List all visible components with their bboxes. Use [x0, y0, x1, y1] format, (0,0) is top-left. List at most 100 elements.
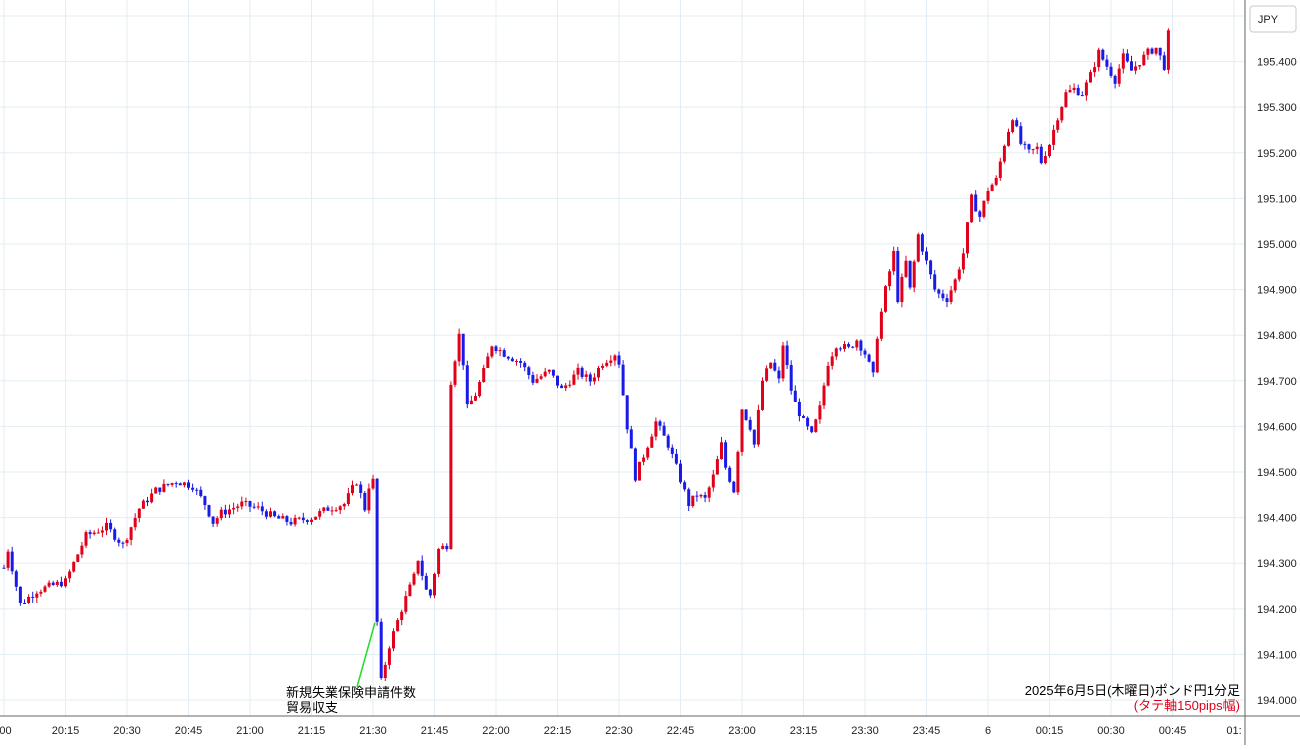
- candle: [769, 362, 773, 370]
- candle: [203, 495, 207, 510]
- candle-body: [564, 385, 568, 389]
- candle: [588, 372, 592, 386]
- annotation-text: 貿易収支: [286, 700, 338, 715]
- x-tick-label: 21:00: [236, 725, 264, 737]
- candle: [1142, 51, 1146, 67]
- candle: [510, 356, 514, 362]
- currency-badge: [1249, 5, 1297, 33]
- y-tick-label: 194.300: [1257, 558, 1297, 570]
- candle: [1150, 47, 1154, 55]
- candle: [453, 359, 457, 388]
- candle: [346, 487, 350, 507]
- candle-body: [203, 496, 207, 506]
- x-tick-label: 20:45: [175, 725, 203, 737]
- candle: [150, 488, 154, 504]
- candle-body: [711, 474, 715, 488]
- candle: [654, 417, 658, 441]
- candle-body: [68, 571, 72, 579]
- candle: [223, 504, 227, 518]
- candle-body: [1043, 156, 1047, 164]
- y-tick-label: 194.900: [1257, 285, 1297, 297]
- candle-body: [1121, 53, 1125, 69]
- x-tick-label: 22:00: [482, 725, 510, 737]
- candle: [1158, 47, 1162, 61]
- x-tick-label: 00:45: [1159, 725, 1187, 737]
- candle: [129, 526, 133, 546]
- candle: [679, 459, 682, 484]
- candle-body: [765, 368, 769, 381]
- candle-body: [408, 584, 412, 597]
- candle: [859, 339, 863, 356]
- candle: [838, 346, 842, 352]
- candle-body: [633, 448, 637, 481]
- candle: [609, 355, 613, 367]
- candle-body: [699, 494, 703, 497]
- candle: [113, 527, 117, 542]
- candle-body: [945, 298, 949, 303]
- candle-body: [920, 234, 924, 252]
- candle-body: [715, 459, 719, 475]
- candle: [592, 373, 596, 385]
- candle-body: [1056, 120, 1060, 130]
- candle-body: [330, 510, 334, 512]
- candle-body: [182, 482, 186, 486]
- candle: [6, 549, 10, 571]
- candle: [597, 366, 600, 381]
- candle-body: [109, 522, 113, 530]
- candle-body: [293, 517, 297, 525]
- candle-body: [474, 396, 477, 401]
- candle-body: [232, 507, 236, 510]
- candles: [2, 28, 1170, 682]
- candle-body: [1052, 129, 1056, 145]
- candle: [269, 507, 272, 518]
- candle: [736, 450, 740, 496]
- candle: [1101, 48, 1105, 61]
- candle: [441, 543, 445, 550]
- candle-body: [1113, 75, 1117, 84]
- candle: [834, 347, 838, 360]
- candle-body: [92, 532, 96, 535]
- candle: [305, 519, 309, 525]
- candle-body: [223, 509, 227, 515]
- candle: [1138, 65, 1142, 70]
- candle: [334, 507, 338, 512]
- candle-body: [88, 532, 92, 535]
- candle-body: [59, 581, 63, 587]
- candle: [420, 555, 424, 581]
- candle: [359, 481, 363, 499]
- candle: [1097, 47, 1101, 72]
- candle: [756, 404, 760, 447]
- candle-body: [572, 374, 576, 385]
- candle: [761, 377, 764, 411]
- candle-body: [1002, 145, 1006, 162]
- candle: [330, 506, 334, 516]
- candle-body: [761, 380, 764, 410]
- candle-body: [351, 485, 354, 494]
- candle: [125, 537, 129, 547]
- candle: [47, 580, 51, 588]
- candle-body: [908, 260, 912, 288]
- candle: [748, 416, 752, 432]
- candle-body: [322, 507, 326, 512]
- candle: [806, 416, 810, 430]
- candle-body: [1019, 126, 1023, 144]
- candle-body: [154, 487, 158, 494]
- candle: [732, 480, 736, 494]
- candle-body: [453, 361, 457, 385]
- candle: [1121, 48, 1125, 74]
- candle: [80, 541, 84, 559]
- candle: [486, 352, 490, 369]
- candle: [752, 429, 756, 448]
- candle: [277, 514, 281, 519]
- candle: [387, 646, 391, 670]
- candle-body: [1023, 143, 1027, 145]
- candle-body: [621, 364, 625, 396]
- candle-body: [929, 260, 933, 275]
- candle-body: [986, 190, 990, 201]
- candle-body: [539, 376, 543, 379]
- candle: [236, 503, 240, 512]
- candle-body: [1035, 146, 1039, 150]
- candle-body: [789, 365, 793, 391]
- candle: [428, 588, 432, 599]
- candle: [474, 392, 477, 402]
